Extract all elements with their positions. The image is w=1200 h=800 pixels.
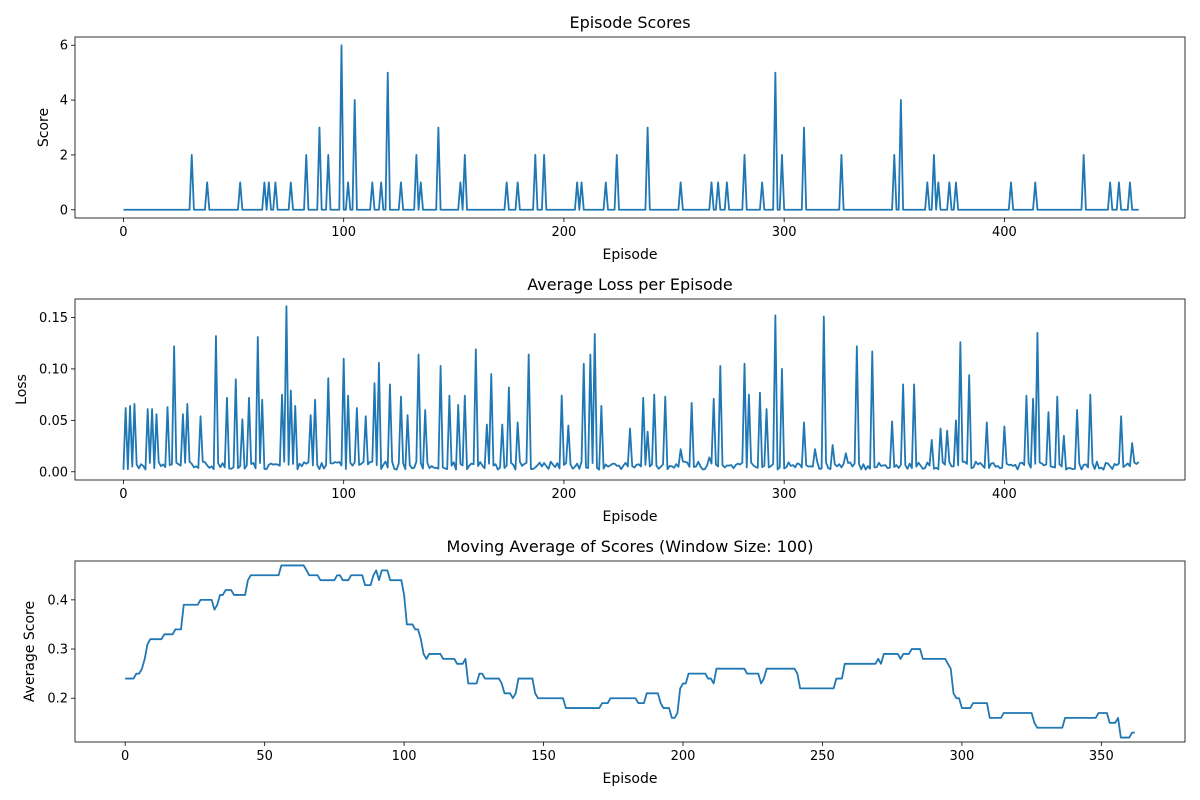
y-tick-label: 4 bbox=[60, 94, 68, 109]
y-axis-label: Score bbox=[36, 108, 52, 147]
series-line bbox=[123, 44, 1139, 211]
plot-frame bbox=[74, 560, 1186, 743]
chart-panel-2: Average Loss per Episode 0 100 200 300 400 0.0… bbox=[14, 275, 1186, 525]
y-tick-label: 0.3 bbox=[47, 643, 68, 658]
x-tick-label: 300 bbox=[772, 225, 797, 240]
y-tick-label: 0.10 bbox=[39, 362, 68, 377]
y-tick-label: 0.15 bbox=[39, 311, 68, 326]
x-tick-label: 250 bbox=[810, 749, 835, 764]
series-line bbox=[125, 564, 1135, 739]
y-tick-label: 0.4 bbox=[47, 593, 68, 608]
x-axis-label: Episode bbox=[603, 247, 658, 263]
x-tick-label: 100 bbox=[331, 487, 356, 502]
y-axis-label: Average Score bbox=[22, 601, 38, 702]
x-tick-label: 350 bbox=[1089, 749, 1114, 764]
x-tick-label: 150 bbox=[531, 749, 556, 764]
x-tick-label: 50 bbox=[256, 749, 273, 764]
x-tick-label: 200 bbox=[552, 225, 577, 240]
y-tick-label: 0 bbox=[60, 203, 68, 218]
y-axis-label: Loss bbox=[14, 374, 30, 405]
chart-title: Moving Average of Scores (Window Size: 1… bbox=[447, 537, 814, 556]
chart-title: Average Loss per Episode bbox=[527, 275, 732, 294]
chart-panel-1: Episode Scores 0 100 200 300 400 0 2 4 6 Episode Sc… bbox=[36, 13, 1186, 263]
x-tick-label: 200 bbox=[552, 487, 577, 502]
x-tick-label: 0 bbox=[119, 225, 127, 240]
y-tick-label: 6 bbox=[60, 39, 68, 54]
y-tick-label: 0.2 bbox=[47, 692, 68, 707]
series-line bbox=[122, 305, 1140, 471]
x-tick-label: 0 bbox=[121, 749, 129, 764]
x-tick-label: 200 bbox=[671, 749, 696, 764]
x-axis-label: Episode bbox=[603, 771, 658, 787]
x-tick-label: 400 bbox=[992, 487, 1017, 502]
y-tick-label: 0.05 bbox=[39, 414, 68, 429]
y-tick-label: 0.00 bbox=[39, 465, 68, 480]
plot-frame bbox=[74, 298, 1186, 481]
x-tick-label: 0 bbox=[119, 487, 127, 502]
x-tick-label: 300 bbox=[949, 749, 974, 764]
x-axis-label: Episode bbox=[603, 509, 658, 525]
x-tick-label: 100 bbox=[392, 749, 417, 764]
x-tick-label: 100 bbox=[331, 225, 356, 240]
chart-title: Episode Scores bbox=[569, 13, 690, 32]
x-tick-label: 400 bbox=[992, 225, 1017, 240]
x-tick-label: 300 bbox=[772, 487, 797, 502]
plot-frame bbox=[74, 36, 1186, 219]
chart-panel-3: Moving Average of Scores (Window Size: 1… bbox=[22, 537, 1186, 787]
y-tick-label: 2 bbox=[60, 148, 68, 163]
